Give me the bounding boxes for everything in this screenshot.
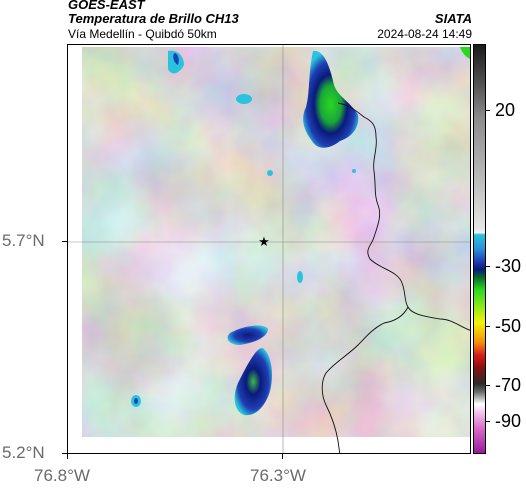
colorbar-label: -30: [495, 256, 522, 276]
lat-tick: [62, 453, 67, 454]
colorbar-label: -90: [495, 411, 522, 431]
satellite-map: ★: [67, 44, 471, 454]
colorbar-tick: [486, 266, 490, 267]
convective-cell: [134, 398, 138, 404]
convective-cell: [234, 348, 272, 416]
colorbar-label: -70: [495, 375, 522, 395]
brightness-temperature-image: ★: [68, 45, 470, 453]
convective-cell: [297, 271, 303, 283]
lon-label: 76.3°W: [250, 466, 306, 485]
convective-cell: [460, 47, 470, 59]
convective-cell: [303, 50, 359, 148]
colorbar-label: 20: [495, 100, 516, 120]
convective-cell: [352, 169, 356, 173]
timestamp-label: 2024-08-24 14:49: [377, 27, 472, 41]
colorbar-label: -50: [495, 316, 522, 336]
colorbar-tick: [486, 110, 490, 111]
product-title: Temperatura de Brillo CH13: [68, 11, 239, 26]
lon-tick: [282, 454, 283, 459]
lat-label: 5.7°N: [2, 231, 45, 250]
convective-cell: [236, 94, 252, 104]
department-border: [337, 102, 470, 331]
colorbar: [473, 44, 486, 454]
lat-label: 5.2°N: [2, 443, 45, 462]
agency-label: SIATA: [434, 11, 472, 26]
convective-cell: [267, 170, 273, 176]
route-subtitle: Vía Medellín - Quibdó 50km: [68, 27, 217, 41]
star-icon: ★: [258, 234, 270, 249]
department-border: [321, 306, 409, 453]
satellite-name: GOES-EAST: [68, 0, 145, 12]
lat-tick: [62, 241, 67, 242]
colorbar-tick: [486, 326, 490, 327]
convective-cell: [173, 53, 179, 65]
convective-cell: [227, 325, 268, 345]
lon-tick: [67, 454, 68, 459]
colorbar-tick: [486, 385, 490, 386]
colorbar-tick: [486, 421, 490, 422]
lon-label: 76.8°W: [34, 466, 90, 485]
